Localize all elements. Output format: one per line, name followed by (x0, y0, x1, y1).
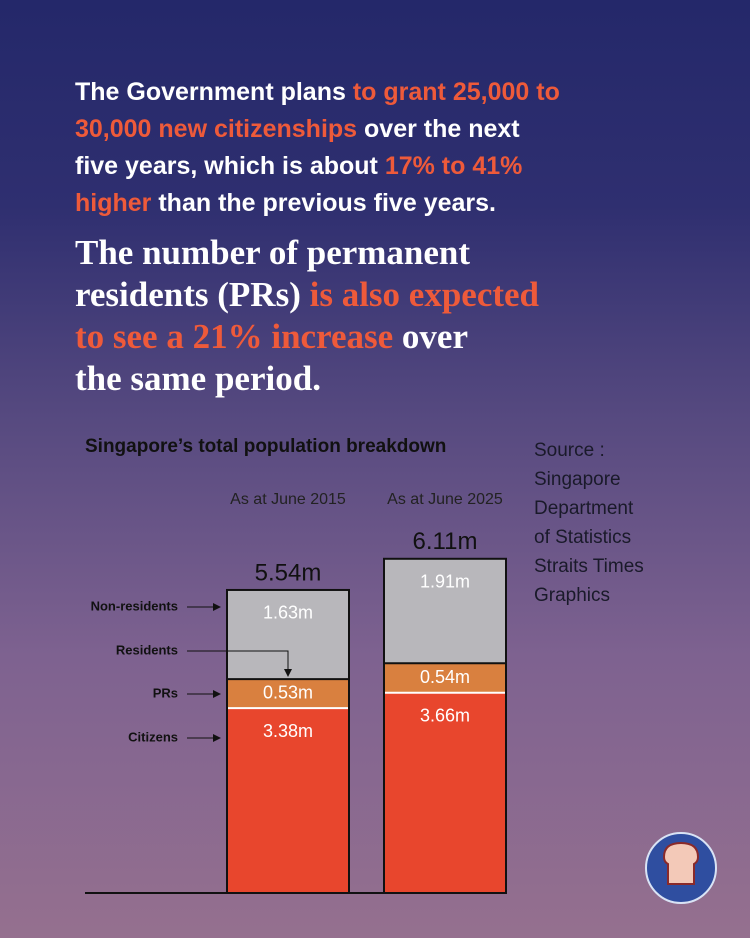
value-label: 0.54m (420, 667, 470, 687)
value-label: 1.91m (420, 572, 470, 592)
value-label: 0.53m (263, 682, 313, 702)
total-label: 5.54m (255, 559, 322, 586)
annotation: Residents (116, 642, 178, 657)
value-label: 3.66m (420, 706, 470, 726)
subhead-text: is also expected (309, 275, 540, 314)
headline-line: The Government plans to grant 25,000 to (75, 74, 560, 111)
bar-segment (384, 558, 506, 664)
subhead-line: to see a 21% increase over (75, 316, 539, 358)
subhead-text: to see a 21% increase (75, 317, 394, 356)
series-label: Non-residents (91, 598, 178, 613)
subhead-text: over (393, 317, 468, 356)
source-text: Straits Times (534, 556, 644, 577)
category-label: As at June 2025 (387, 491, 503, 508)
source-text: of Statistics (534, 527, 631, 548)
bar-segment (384, 692, 506, 893)
bar-outline (383, 557, 507, 895)
series-label: Citizens (128, 729, 178, 744)
headline-text: 30,000 new citizenships (75, 115, 358, 143)
source-text: Source : (534, 440, 605, 461)
bar-segment (384, 663, 506, 693)
subhead-line: residents (PRs) is also expected (75, 274, 539, 316)
bar-segment (227, 708, 349, 893)
source-text: Graphics (534, 585, 610, 606)
headline-text: 17% to 41% (384, 152, 523, 180)
total-label: 6.11m (413, 528, 478, 555)
bar-outline (226, 588, 350, 894)
subhead-text: The number of permanent (75, 233, 471, 272)
subhead-text: the same period. (75, 359, 321, 398)
logo (645, 832, 717, 904)
headline-line: 30,000 new citizenships over the next (75, 111, 560, 148)
headline-text: The Government plans (75, 78, 353, 106)
subhead-text: residents (PRs) (75, 275, 310, 314)
headline-text: higher (75, 189, 152, 217)
chart-title: Singapore’s total population breakdown (85, 436, 446, 457)
headline-line: higher than the previous five years. (75, 185, 560, 222)
subhead: The number of permanent residents (PRs) i… (75, 232, 539, 400)
subhead-line: the same period. (75, 358, 539, 400)
source-text: Singapore (534, 469, 621, 490)
category-label: As at June 2015 (230, 491, 346, 508)
subhead-line: The number of permanent (75, 232, 539, 274)
value-label: 1.63m (263, 603, 313, 623)
pointer (187, 650, 292, 677)
headline-line: five years, which is about 17% to 41% (75, 148, 560, 185)
headline: The Government plans to grant 25,000 to 3… (75, 74, 560, 222)
headline-text: over the next (357, 115, 520, 143)
headline-text: to grant 25,000 to (352, 78, 560, 106)
bar-segment (227, 679, 349, 709)
value-label: 3.38m (263, 721, 313, 741)
headline-text: than the previous five years. (151, 189, 496, 217)
headline-text: five years, which is about (75, 152, 385, 180)
source-text: Department (534, 498, 634, 519)
series-label: PRs (153, 685, 178, 700)
